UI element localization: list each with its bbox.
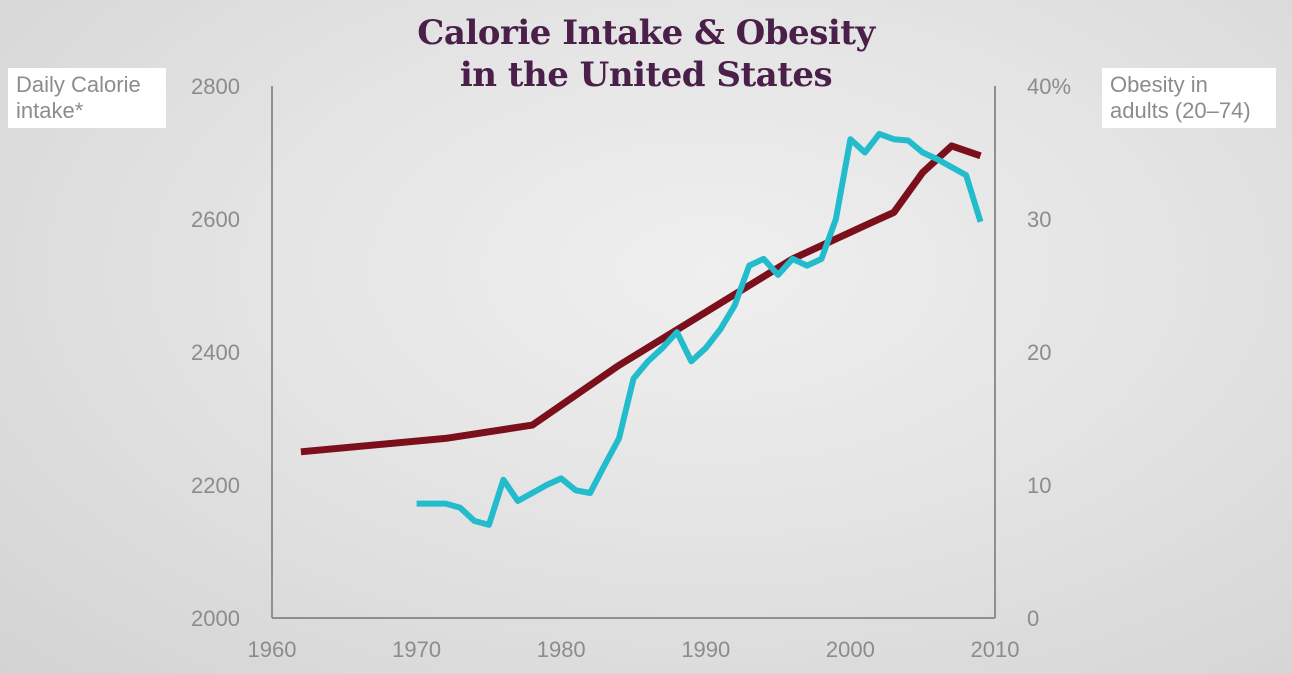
chart-title: Calorie Intake & Obesity in the United S… bbox=[0, 12, 1292, 96]
left-y-tick-label: 2400 bbox=[191, 340, 240, 365]
x-tick-label: 1960 bbox=[248, 637, 297, 662]
series-layer bbox=[300, 130, 984, 528]
chart-title-line1: Calorie Intake & Obesity bbox=[417, 13, 875, 53]
left-y-tick-label: 2200 bbox=[191, 473, 240, 498]
left-axis-label-line2: intake* bbox=[16, 98, 84, 123]
calorie-series-line bbox=[300, 142, 982, 456]
x-tick-label: 1980 bbox=[537, 637, 586, 662]
x-tick-label: 2010 bbox=[971, 637, 1020, 662]
right-y-tick-label: 10 bbox=[1027, 473, 1051, 498]
tick-layer: 1960 1970 1980 1990 2000 20102000220024002600… bbox=[191, 74, 1071, 662]
right-y-tick-label: 30 bbox=[1027, 207, 1051, 232]
right-y-tick-label: 0 bbox=[1027, 606, 1039, 631]
left-y-tick-label: 2600 bbox=[191, 207, 240, 232]
left-y-tick-label: 2800 bbox=[191, 74, 240, 99]
left-axis-label: Daily Calorie intake* bbox=[8, 68, 166, 128]
right-y-tick-label: 40% bbox=[1027, 74, 1071, 99]
right-axis-label-line1: Obesity in bbox=[1110, 72, 1208, 97]
right-axis-label-line2: adults (20–74) bbox=[1110, 98, 1251, 123]
x-tick-label: 1970 bbox=[392, 637, 441, 662]
x-tick-label: 2000 bbox=[826, 637, 875, 662]
chart-title-line2: in the United States bbox=[459, 55, 833, 95]
left-y-tick-label: 2000 bbox=[191, 606, 240, 631]
obesity-series-line bbox=[416, 130, 984, 528]
right-y-tick-label: 20 bbox=[1027, 340, 1051, 365]
x-tick-label: 1990 bbox=[681, 637, 730, 662]
right-axis-label: Obesity in adults (20–74) bbox=[1102, 68, 1276, 128]
left-axis-label-line1: Daily Calorie bbox=[16, 72, 141, 97]
